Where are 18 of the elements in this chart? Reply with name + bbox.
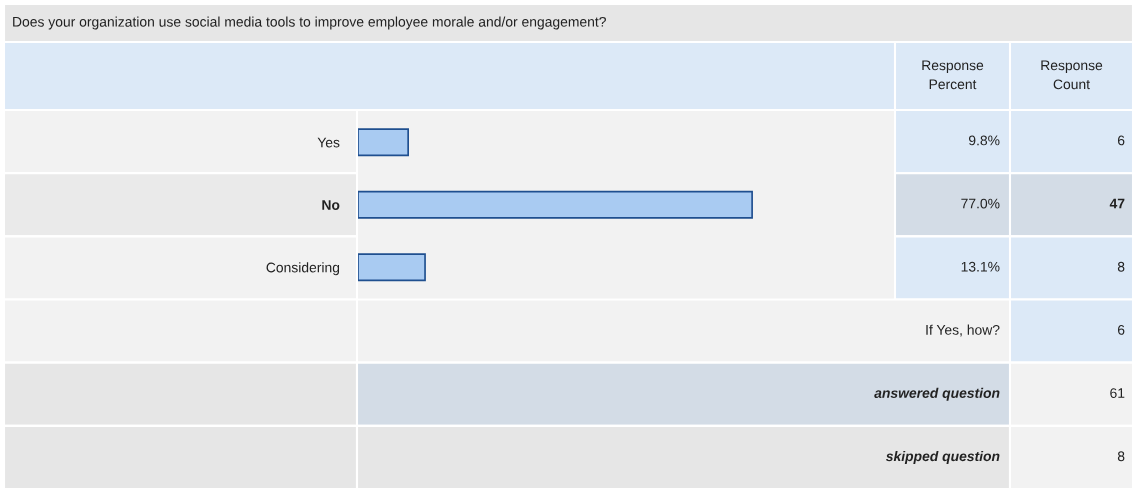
data-label: 77.0% [961, 198, 1000, 209]
text: 6 [1117, 324, 1125, 335]
y-tick-label: No [322, 200, 340, 210]
text: 47 [1109, 198, 1125, 209]
text: 61 [1110, 388, 1125, 398]
text: Response Percent [922, 60, 984, 90]
text: skipped question [885, 450, 1000, 464]
text: Response Count [1041, 60, 1103, 90]
text: 6 [1117, 135, 1125, 146]
text: 8 [1117, 451, 1125, 462]
text: 8 [1117, 261, 1125, 272]
y-tick-label: Considering [266, 262, 340, 276]
text: answered question [874, 387, 1000, 401]
data-label: 9.8% [969, 135, 1000, 146]
text: If Yes, how? [926, 324, 1000, 337]
data-label: 13.1% [961, 261, 1000, 272]
chart-title: Does your organization use social media tools to improve employee morale and/or engagement? [13, 16, 606, 30]
y-tick-label: Yes [317, 137, 340, 148]
